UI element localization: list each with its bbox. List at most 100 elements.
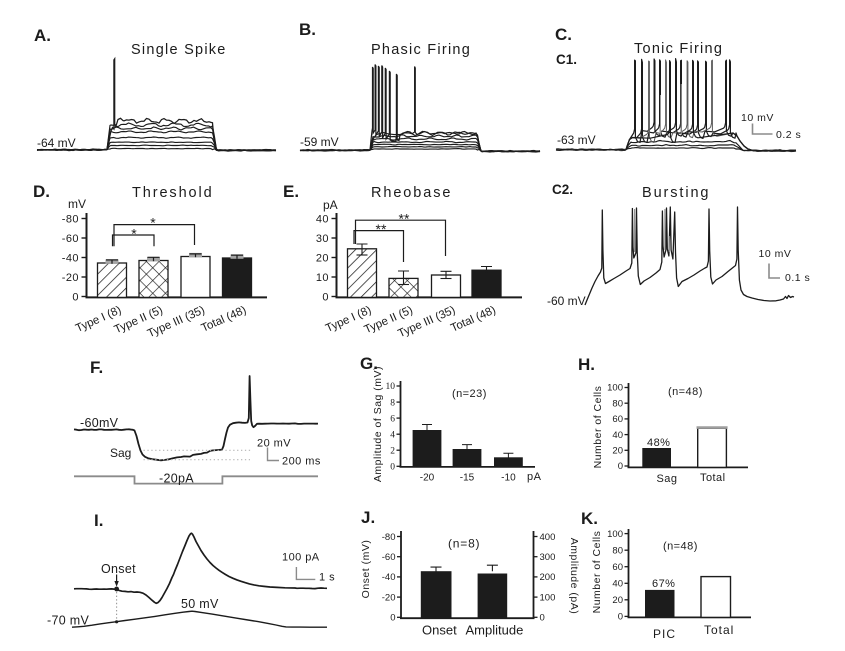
svg-text:100 pA: 100 pA [282, 552, 320, 564]
svg-text:48%: 48% [647, 437, 670, 449]
svg-text:Number of Cells: Number of Cells [592, 386, 604, 469]
svg-text:mV: mV [68, 197, 86, 211]
svg-text:6: 6 [390, 414, 395, 424]
svg-text:0: 0 [390, 613, 395, 624]
svg-text:-20pA: -20pA [159, 472, 194, 486]
svg-text:-59 mV: -59 mV [300, 135, 339, 149]
svg-text:-20: -20 [62, 272, 79, 284]
svg-text:-15: -15 [460, 473, 475, 484]
svg-text:(n=48): (n=48) [668, 386, 703, 398]
svg-text:10 mV: 10 mV [759, 248, 792, 260]
svg-text:Amplitude (pA): Amplitude (pA) [568, 538, 580, 614]
svg-text:-20: -20 [382, 592, 396, 603]
svg-text:Phasic Firing: Phasic Firing [371, 42, 471, 58]
svg-text:10: 10 [316, 272, 329, 284]
svg-text:Amplitude: Amplitude [466, 623, 524, 638]
svg-text:C2.: C2. [552, 182, 573, 197]
svg-text:100: 100 [540, 592, 556, 603]
svg-text:40: 40 [612, 579, 623, 590]
svg-text:20 mV: 20 mV [257, 438, 291, 450]
svg-text:Total: Total [704, 623, 734, 637]
svg-text:80: 80 [612, 546, 623, 557]
svg-text:40: 40 [612, 430, 623, 441]
svg-text:**: ** [376, 221, 387, 237]
svg-text:-80: -80 [382, 532, 396, 543]
svg-text:Onset: Onset [422, 623, 457, 638]
svg-text:Bursting: Bursting [642, 185, 710, 201]
svg-text:0: 0 [618, 612, 623, 623]
svg-text:2: 2 [390, 446, 395, 456]
svg-text:*: * [150, 215, 156, 231]
svg-text:300: 300 [540, 552, 556, 563]
svg-text:Sag: Sag [657, 473, 678, 485]
svg-text:(n=23): (n=23) [452, 388, 487, 400]
svg-text:20: 20 [612, 446, 623, 457]
svg-text:-10: -10 [501, 473, 516, 484]
svg-text:20: 20 [316, 253, 329, 265]
svg-text:0: 0 [390, 463, 395, 473]
svg-text:Number of Cells: Number of Cells [591, 531, 603, 614]
svg-text:4: 4 [390, 430, 395, 440]
svg-text:pA: pA [527, 471, 542, 483]
svg-text:67%: 67% [652, 578, 675, 590]
svg-text:C.: C. [555, 25, 572, 44]
svg-text:10 mV: 10 mV [741, 112, 774, 124]
svg-text:-40: -40 [382, 572, 396, 583]
svg-text:0.2 s: 0.2 s [776, 129, 801, 141]
svg-text:Sag: Sag [110, 446, 131, 460]
svg-text:Amplitude of Sag (mV): Amplitude of Sag (mV) [372, 366, 384, 482]
svg-text:-40: -40 [62, 253, 79, 265]
svg-text:PIC: PIC [653, 627, 676, 641]
svg-text:C1.: C1. [556, 52, 577, 67]
svg-text:K.: K. [581, 509, 598, 528]
svg-text:-20: -20 [420, 473, 435, 484]
svg-text:Total: Total [700, 472, 726, 484]
svg-text:-64 mV: -64 mV [37, 136, 76, 150]
svg-text:Threshold: Threshold [132, 185, 214, 201]
svg-text:-60 mV: -60 mV [547, 294, 586, 308]
svg-text:Tonic Firing: Tonic Firing [634, 41, 723, 57]
svg-text:*: * [131, 226, 137, 242]
svg-text:20: 20 [612, 595, 623, 606]
svg-text:50 mV: 50 mV [181, 597, 219, 611]
svg-text:0: 0 [540, 613, 545, 624]
svg-text:F.: F. [90, 358, 103, 377]
svg-text:100: 100 [607, 529, 623, 540]
svg-text:0.1 s: 0.1 s [785, 272, 810, 284]
svg-text:pA: pA [323, 198, 338, 212]
svg-text:-60mV: -60mV [80, 416, 119, 430]
svg-text:10: 10 [386, 382, 396, 392]
svg-text:I.: I. [94, 511, 103, 530]
svg-text:Onset (mV): Onset (mV) [360, 540, 372, 599]
svg-text:-70 mV: -70 mV [47, 614, 89, 628]
svg-text:Rheobase: Rheobase [371, 185, 452, 201]
svg-text:8: 8 [390, 398, 395, 408]
svg-text:40: 40 [316, 214, 329, 226]
svg-text:E.: E. [283, 182, 299, 201]
svg-text:(n=8): (n=8) [448, 537, 480, 551]
svg-text:G.: G. [360, 354, 378, 373]
svg-text:Onset: Onset [101, 562, 136, 576]
svg-text:-60: -60 [62, 233, 79, 245]
svg-text:-63 mV: -63 mV [557, 133, 596, 147]
svg-text:Single Spike: Single Spike [131, 42, 227, 58]
svg-text:H.: H. [578, 355, 595, 374]
svg-text:30: 30 [316, 233, 329, 245]
svg-text:100: 100 [607, 383, 623, 394]
svg-text:400: 400 [540, 532, 556, 543]
svg-text:A.: A. [34, 26, 51, 45]
svg-text:200: 200 [540, 572, 556, 583]
svg-text:80: 80 [612, 398, 623, 409]
svg-text:0: 0 [618, 461, 623, 472]
svg-text:**: ** [399, 211, 410, 227]
svg-text:200 ms: 200 ms [282, 456, 321, 468]
svg-text:60: 60 [612, 414, 623, 425]
svg-text:D.: D. [33, 182, 50, 201]
svg-text:-60: -60 [382, 552, 396, 563]
svg-text:1 s: 1 s [319, 572, 335, 584]
svg-text:60: 60 [612, 562, 623, 573]
svg-text:0: 0 [322, 292, 329, 304]
svg-text:B.: B. [299, 20, 316, 39]
svg-text:0: 0 [72, 292, 79, 304]
svg-text:J.: J. [361, 508, 375, 527]
